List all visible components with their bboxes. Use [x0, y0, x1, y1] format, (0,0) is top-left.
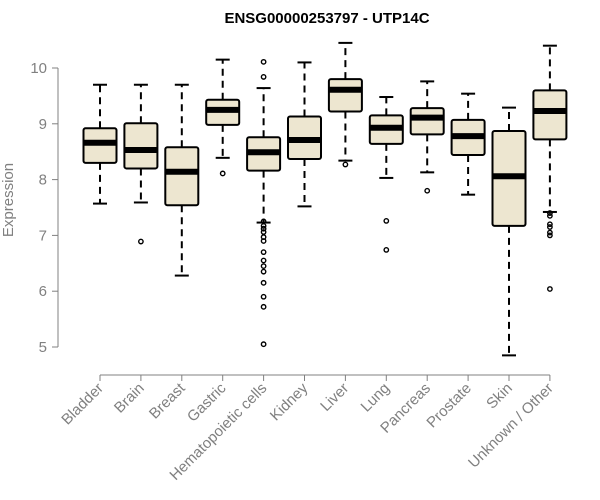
outlier-point — [547, 221, 553, 228]
y-tick-label: 7 — [39, 227, 47, 244]
box-group — [287, 61, 322, 208]
outlier-point — [260, 268, 267, 275]
outlier-point — [260, 257, 267, 264]
x-tick-label: Liver — [317, 380, 352, 415]
box-group — [327, 41, 363, 168]
chart-title: ENSG00000253797 - UTP14C — [224, 10, 429, 27]
box-iqr — [123, 122, 159, 170]
outlier-point — [260, 58, 267, 65]
outlier-point — [260, 225, 267, 232]
box-group — [491, 106, 527, 357]
box-iqr — [409, 107, 445, 136]
x-tick-label: Breast — [146, 379, 189, 422]
outlier-point — [260, 263, 267, 269]
outlier-point — [260, 74, 267, 80]
box-group — [409, 80, 445, 194]
outlier-point — [342, 161, 349, 168]
outlier-point — [547, 224, 553, 230]
outlier-point — [547, 232, 553, 239]
outlier-point — [219, 170, 226, 177]
box-group — [450, 92, 486, 196]
box-iqr — [327, 78, 363, 113]
y-axis: 5 6 7 8 9 10 — [30, 60, 59, 356]
outlier-point — [424, 187, 431, 194]
x-tick-label: Bladder — [58, 380, 107, 429]
x-tick-label: Brain — [111, 380, 148, 417]
box-group — [205, 58, 241, 177]
x-tick-label: Lung — [358, 380, 394, 416]
box-iqr — [532, 89, 568, 141]
y-tick-label: 6 — [39, 283, 47, 300]
outlier-point — [547, 210, 553, 216]
outlier-point — [260, 303, 267, 310]
box-group — [82, 83, 118, 205]
outlier-point — [383, 247, 390, 253]
x-tick-label: Skin — [483, 380, 516, 413]
y-tick-label: 10 — [30, 60, 47, 77]
box-group — [164, 83, 200, 277]
outlier-point — [260, 229, 267, 235]
box-group — [246, 58, 282, 348]
outlier-point — [260, 293, 267, 300]
y-tick-label: 5 — [39, 339, 47, 356]
outlier-point — [383, 217, 390, 224]
box-iqr — [164, 146, 200, 207]
outlier-point — [260, 223, 267, 229]
box-group — [532, 44, 568, 292]
x-tick-label: Prostate — [423, 380, 475, 432]
y-axis-label: Expression — [0, 163, 17, 237]
outlier-point — [137, 238, 144, 245]
outlier-point — [547, 212, 553, 219]
box-group — [368, 96, 404, 253]
outlier-point — [260, 279, 267, 286]
x-tick-label: Kidney — [267, 379, 312, 424]
outlier-point — [547, 229, 553, 236]
box-group — [123, 83, 159, 245]
y-tick-label: 8 — [39, 172, 47, 189]
plot-area — [82, 41, 568, 357]
y-tick-label: 9 — [39, 116, 47, 133]
outlier-point — [260, 238, 267, 244]
outlier-point — [260, 249, 267, 256]
outlier-point — [547, 286, 553, 292]
outlier-point — [260, 341, 267, 348]
